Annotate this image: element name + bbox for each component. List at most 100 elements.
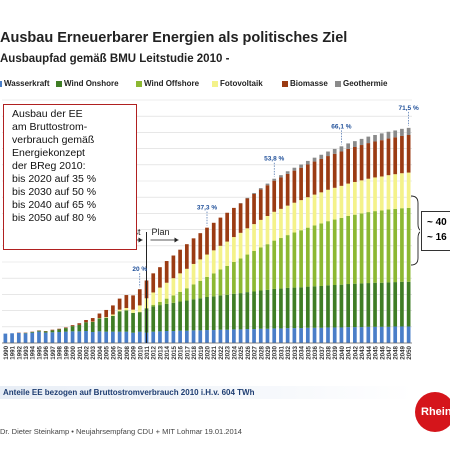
bar-segment <box>393 282 398 327</box>
bar-segment <box>299 287 303 329</box>
bar-segment <box>238 329 243 343</box>
x-tick-label: 2045 <box>373 345 380 359</box>
bar-segment <box>171 278 176 296</box>
bar-segment <box>373 282 377 327</box>
bar-segment <box>332 219 337 286</box>
bar-segment <box>252 329 256 343</box>
bar-segment <box>265 244 270 290</box>
bar-segment <box>57 328 61 330</box>
bar-segment <box>400 326 404 343</box>
bar-segment <box>90 331 95 343</box>
x-tick-label: 2050 <box>406 345 413 359</box>
bar-segment <box>57 329 61 332</box>
x-tick-label: 2040 <box>339 345 346 359</box>
info-box: Ausbau der EE am Bruttostrom- verbrauch … <box>3 104 137 250</box>
x-tick-label: 2033 <box>292 345 299 359</box>
bar-segment <box>319 223 324 286</box>
x-tick-label: 2043 <box>359 345 366 359</box>
bar-segment <box>379 326 384 343</box>
bar-segment <box>104 317 109 332</box>
bar-segment <box>77 323 82 325</box>
bar-segment <box>171 295 176 303</box>
bar-segment <box>70 325 75 327</box>
bar-segment <box>346 284 350 328</box>
bar-segment <box>205 227 209 255</box>
legend-swatch <box>335 80 341 87</box>
bar-segment <box>151 331 156 343</box>
bar-segment <box>359 283 364 328</box>
bar-segment <box>232 293 236 330</box>
bar-segment <box>218 329 223 343</box>
bar-segment <box>171 255 176 279</box>
bar-segment <box>373 134 377 142</box>
bar-segment <box>366 178 371 213</box>
legend-label: Biomasse <box>290 79 328 88</box>
bar-segment <box>232 237 236 262</box>
bar-segment <box>373 326 377 343</box>
x-tick-label: 1996 <box>43 345 50 359</box>
bar-segment <box>184 244 189 269</box>
bar-segment <box>339 185 344 218</box>
bar-segment <box>285 205 290 236</box>
info-box-line: Energiekonzept <box>12 147 85 159</box>
bar-segment <box>245 197 250 199</box>
bar-segment <box>386 326 391 343</box>
bar-segment <box>406 326 411 343</box>
bar-segment <box>64 327 68 329</box>
bar-segment <box>265 183 270 186</box>
bar-segment <box>346 143 350 149</box>
info-box-line: der BReg 2010: <box>12 160 86 172</box>
legend-item: Fotovoltaik <box>212 79 263 88</box>
x-tick-label: 1990 <box>3 345 10 359</box>
x-tick-label: 2002 <box>84 345 91 359</box>
legend-swatch <box>56 80 62 87</box>
bar-segment <box>77 331 82 343</box>
bar-segment <box>386 209 391 283</box>
bar-segment <box>124 308 129 311</box>
bar-segment <box>205 276 209 297</box>
bar-segment <box>117 331 122 343</box>
bar-segment <box>205 330 209 343</box>
bar-segment <box>339 284 344 328</box>
bar-segment <box>406 281 411 327</box>
bar-segment <box>225 241 230 266</box>
bar-segment <box>272 328 277 343</box>
bar-segment <box>178 291 182 302</box>
bar-segment <box>131 295 135 310</box>
chart-legend: Wasserkraft Wind Onshore Wind Offshore Foto… <box>0 79 420 91</box>
bar-segment <box>43 332 48 343</box>
bar-segment <box>379 140 384 177</box>
bar-segment <box>386 138 391 176</box>
bar-segment <box>191 284 196 300</box>
x-tick-label: 2021 <box>211 345 218 359</box>
bar-segment <box>151 304 156 307</box>
bar-segment <box>339 217 344 285</box>
bar-segment <box>299 230 303 288</box>
bar-segment <box>305 327 310 343</box>
x-tick-label: 2005 <box>104 345 111 359</box>
bar-segment <box>37 330 41 332</box>
percent-annotation: 66,1 % <box>331 123 351 130</box>
bar-segment <box>104 331 109 343</box>
bar-segment <box>326 151 330 157</box>
bar-segment <box>178 249 182 274</box>
bar-segment <box>373 211 377 283</box>
x-tick-label: 2000 <box>70 345 77 359</box>
bar-segment <box>393 130 398 138</box>
bar-segment <box>184 330 189 343</box>
bar-segment <box>198 259 203 281</box>
bar-segment <box>373 141 377 178</box>
bar-segment <box>111 314 115 316</box>
bar-segment <box>332 187 337 220</box>
bar-segment <box>137 289 142 306</box>
bar-segment <box>305 197 310 228</box>
bar-segment <box>285 328 290 343</box>
page-title: Ausbau Erneuerbarer Energien als politis… <box>0 30 348 46</box>
bar-segment <box>326 156 330 190</box>
x-tick-label: 2018 <box>191 345 198 359</box>
x-tick-label: 2014 <box>164 345 171 359</box>
bar-segment <box>64 328 68 332</box>
x-tick-label: 2024 <box>231 345 238 359</box>
bar-segment <box>406 127 411 135</box>
bar-segment <box>400 135 404 174</box>
